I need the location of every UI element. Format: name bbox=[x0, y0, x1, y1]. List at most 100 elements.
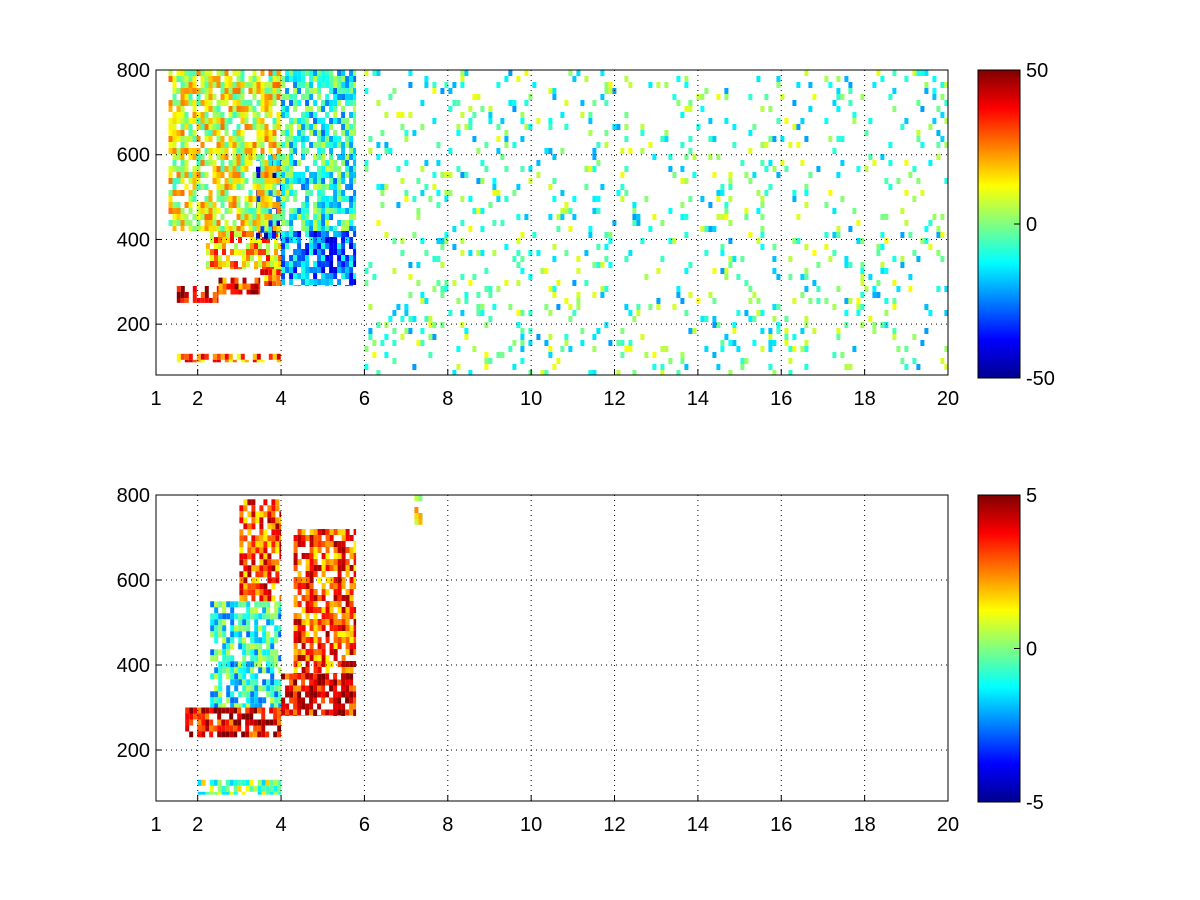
heat-cell bbox=[200, 124, 205, 130]
top-x-tick-label-1: 2 bbox=[192, 388, 203, 410]
heat-cell bbox=[596, 262, 601, 268]
heat-cell bbox=[337, 100, 342, 106]
heat-cell bbox=[329, 148, 334, 154]
heat-cell bbox=[289, 160, 294, 166]
heat-cell bbox=[832, 232, 837, 238]
heat-cell bbox=[309, 112, 314, 118]
heat-cell bbox=[860, 274, 865, 280]
heat-cell bbox=[268, 184, 273, 190]
heat-cell bbox=[464, 334, 469, 340]
heat-cell bbox=[214, 249, 218, 255]
heat-cell bbox=[208, 118, 213, 124]
heat-cell bbox=[776, 118, 781, 124]
heat-cell bbox=[262, 601, 267, 608]
heat-cell bbox=[196, 154, 201, 160]
heat-cell bbox=[232, 202, 237, 208]
heat-cell bbox=[206, 249, 210, 255]
heat-cell bbox=[844, 364, 849, 370]
heat-cell bbox=[780, 160, 785, 166]
heat-cell bbox=[353, 94, 357, 100]
heat-cell bbox=[251, 589, 256, 596]
heat-cell bbox=[313, 553, 318, 559]
heat-cell bbox=[600, 94, 605, 100]
heat-cell bbox=[200, 172, 205, 178]
heat-cell bbox=[259, 559, 264, 566]
heat-cell bbox=[176, 118, 181, 124]
heat-cell bbox=[325, 184, 330, 190]
heat-cell bbox=[680, 214, 685, 220]
heat-cell bbox=[936, 142, 941, 148]
heat-cell bbox=[280, 70, 281, 76]
heat-cell bbox=[552, 94, 557, 100]
heat-cell bbox=[267, 553, 272, 560]
heat-cell bbox=[309, 703, 314, 710]
heat-cell bbox=[252, 214, 257, 220]
heat-cell bbox=[305, 279, 310, 285]
heat-cell bbox=[184, 292, 189, 298]
heat-cell bbox=[273, 785, 278, 792]
heat-cell bbox=[266, 237, 270, 243]
heat-cell bbox=[239, 571, 244, 578]
heat-cell bbox=[624, 190, 629, 196]
top-colorbar-ticks: 500-50 bbox=[1014, 60, 1055, 390]
heat-cell bbox=[317, 70, 322, 76]
heat-cell bbox=[301, 82, 306, 88]
heat-cell bbox=[293, 172, 298, 178]
heat-cell bbox=[268, 166, 273, 172]
heat-cell bbox=[880, 76, 885, 82]
heat-cell bbox=[251, 535, 256, 542]
heat-cell bbox=[353, 100, 357, 106]
heat-cell bbox=[872, 286, 877, 292]
heat-cell bbox=[196, 226, 201, 231]
heat-cell bbox=[264, 208, 269, 214]
heat-cell bbox=[313, 607, 318, 613]
heat-cell bbox=[251, 565, 256, 572]
heat-cell bbox=[261, 731, 266, 738]
heat-cell bbox=[281, 279, 286, 285]
heat-cell bbox=[260, 226, 264, 233]
heat-cell bbox=[484, 322, 489, 328]
heat-cell bbox=[940, 82, 945, 88]
heat-cell bbox=[313, 667, 318, 673]
heat-cell bbox=[309, 190, 314, 196]
heat-cell bbox=[317, 661, 322, 667]
heat-cell bbox=[608, 262, 613, 268]
heat-cell bbox=[301, 148, 306, 154]
heat-cell bbox=[272, 76, 277, 82]
heat-cell bbox=[341, 237, 346, 243]
heat-cell bbox=[760, 244, 765, 250]
heat-cell bbox=[448, 172, 453, 178]
heat-cell bbox=[832, 352, 837, 358]
heat-cell bbox=[516, 238, 521, 244]
heat-cell bbox=[189, 707, 194, 714]
heat-cell bbox=[265, 791, 270, 795]
heat-cell bbox=[341, 715, 346, 716]
heat-cell bbox=[206, 243, 210, 249]
heat-cell bbox=[428, 334, 433, 340]
heat-cell bbox=[632, 220, 637, 226]
heat-cell bbox=[504, 130, 509, 136]
heat-cell bbox=[246, 667, 251, 674]
heat-cell bbox=[920, 340, 925, 346]
heat-cell bbox=[257, 791, 262, 795]
heat-cell bbox=[880, 322, 885, 328]
heat-cell bbox=[313, 130, 318, 136]
heat-cell bbox=[232, 136, 237, 142]
heat-cell bbox=[251, 523, 256, 530]
heat-cell bbox=[262, 685, 267, 692]
heat-cell bbox=[254, 643, 259, 650]
heat-cell bbox=[608, 238, 613, 244]
heat-cell bbox=[321, 226, 326, 231]
heat-cell bbox=[800, 274, 805, 280]
heat-cell bbox=[341, 118, 346, 124]
heat-cell bbox=[172, 112, 177, 118]
bottom-x-tick-label-1: 2 bbox=[192, 814, 203, 836]
bottom-x-tick-label-9: 18 bbox=[854, 814, 876, 836]
heat-cell bbox=[168, 100, 173, 106]
heat-cell bbox=[349, 637, 354, 643]
heat-cell bbox=[293, 631, 298, 637]
heat-cell bbox=[281, 202, 286, 208]
heat-cell bbox=[632, 370, 637, 375]
heat-cell bbox=[263, 589, 268, 596]
